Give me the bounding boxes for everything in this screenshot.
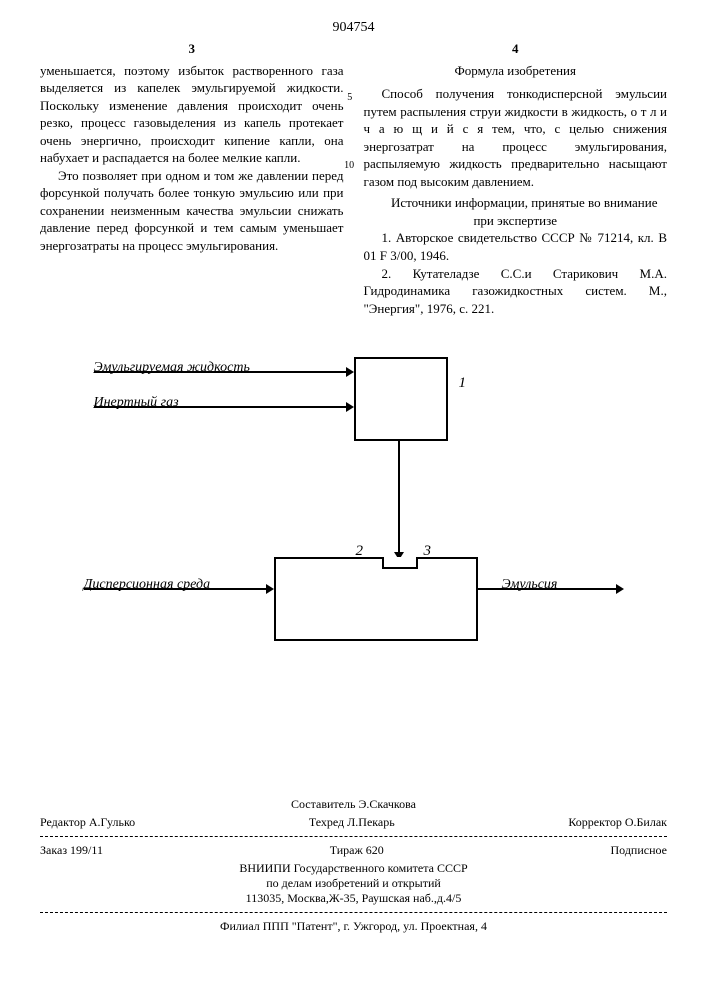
arrow-disp-medium xyxy=(84,588,266,590)
footer-filial: Филиал ППП "Патент", г. Ужгород, ул. Про… xyxy=(40,919,667,934)
patent-number: 904754 xyxy=(40,20,667,36)
formula-title: Формула изобретения xyxy=(364,62,668,80)
box-1 xyxy=(354,357,448,441)
divider-1 xyxy=(40,836,667,837)
footer-zakaz: Заказ 199/11 xyxy=(40,843,103,858)
notch-3 xyxy=(382,557,418,569)
source-2: 2. Кутателадзе С.С.и Старикович М.А. Гид… xyxy=(364,265,668,318)
right-paragraph-1: Способ получения тонкодисперсной эмульси… xyxy=(364,85,668,190)
line-number-10: 10 xyxy=(344,160,354,171)
footer-redaktor: Редактор А.Гулько xyxy=(40,815,135,830)
label-1: 1 xyxy=(459,375,467,392)
label-2: 2 xyxy=(356,543,364,560)
arrow-inert-gas xyxy=(94,406,346,408)
sources-title: Источники информации, принятые во вниман… xyxy=(364,194,668,229)
arrow-vertical xyxy=(398,439,400,552)
footer-org2: по делам изобретений и открытий xyxy=(40,876,667,891)
label-disp-medium: Дисперсионная среда xyxy=(84,577,211,593)
label-emulsion: Эмульсия xyxy=(502,577,558,593)
footer-org1: ВНИИПИ Государственного комитета СССР xyxy=(40,861,667,876)
process-diagram: 1 Эмульгируемая жидкость Инертный газ 2 … xyxy=(84,357,624,677)
footer-korrektor: Корректор О.Билак xyxy=(568,815,667,830)
footer: Составитель Э.Скачкова Редактор А.Гулько… xyxy=(40,797,667,934)
source-1: 1. Авторское свидетельство СССР № 71214,… xyxy=(364,229,668,264)
footer-podpisnoe: Подписное xyxy=(611,843,668,858)
footer-row-1: Редактор А.Гулько Техред Л.Пекарь Коррек… xyxy=(40,815,667,830)
text-columns: 5 10 3 уменьшается, поэтому избыток раст… xyxy=(40,40,667,317)
box-2 xyxy=(274,557,478,641)
line-number-5: 5 xyxy=(347,92,352,103)
arrow-emul-liquid xyxy=(94,371,346,373)
label-emul-liquid: Эмульгируемая жидкость xyxy=(94,360,250,376)
label-inert-gas: Инертный газ xyxy=(94,395,179,411)
footer-row-2: Заказ 199/11 Тираж 620 Подписное xyxy=(40,843,667,858)
left-paragraph-2: Это позволяет при одном и том же давлени… xyxy=(40,167,344,255)
footer-tirazh: Тираж 620 xyxy=(330,843,384,858)
arrow-emulsion xyxy=(476,588,616,590)
left-paragraph-1: уменьшается, поэтому избыток растворенно… xyxy=(40,62,344,167)
footer-sostavitel: Составитель Э.Скачкова xyxy=(40,797,667,812)
divider-2 xyxy=(40,912,667,913)
right-column: 4 Формула изобретения Способ получения т… xyxy=(364,40,668,317)
label-3: 3 xyxy=(424,543,432,560)
claim-text-a: Способ получения тонкодисперсной эмульси… xyxy=(364,86,668,119)
right-col-number: 4 xyxy=(364,40,668,58)
left-col-number: 3 xyxy=(40,40,344,58)
footer-tehred: Техред Л.Пекарь xyxy=(309,815,395,830)
left-column: 3 уменьшается, поэтому избыток растворен… xyxy=(40,40,344,317)
footer-address1: 113035, Москва,Ж-35, Раушская наб.,д.4/5 xyxy=(40,891,667,906)
